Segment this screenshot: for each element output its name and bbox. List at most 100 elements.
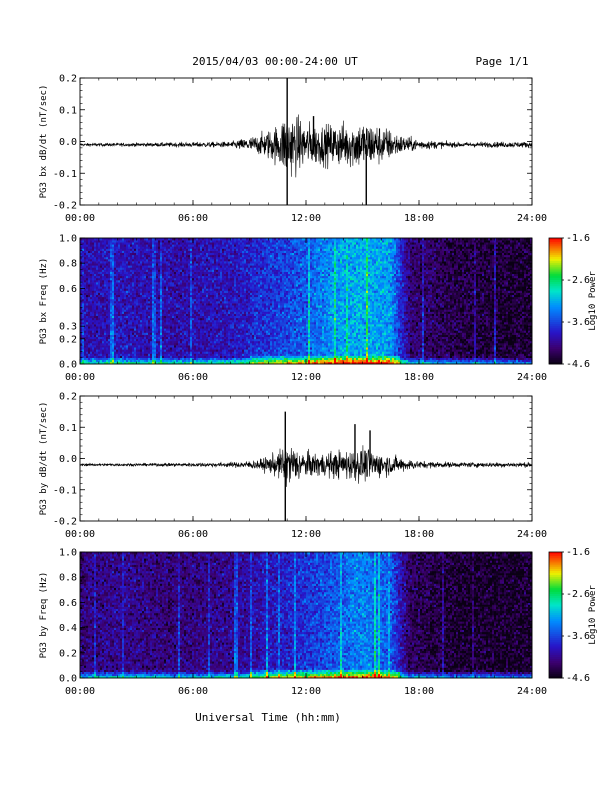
- spectrogram-cell: [104, 314, 106, 316]
- spectrogram-cell: [86, 276, 88, 278]
- spectrogram-cell: [88, 305, 90, 307]
- spectrogram-cell: [94, 240, 96, 242]
- spectrogram-cell: [100, 324, 102, 326]
- spectrogram-cell: [114, 341, 116, 343]
- spectrogram-cell: [104, 316, 106, 318]
- spectrogram-cell: [122, 284, 124, 286]
- spectrogram-cell: [112, 270, 114, 272]
- spectrogram-cell: [106, 358, 108, 360]
- spectrogram-cell: [92, 263, 94, 265]
- spectrogram-cell: [82, 295, 84, 297]
- spectrogram-cell: [106, 249, 108, 251]
- spectrogram-cell: [104, 280, 106, 282]
- spectrogram-cell: [92, 288, 94, 290]
- spectrogram-cell: [90, 278, 92, 280]
- spectrogram-cell: [102, 345, 104, 347]
- spectrogram-cell: [120, 282, 122, 284]
- spectrogram-cell: [94, 301, 96, 303]
- spectrogram-cell: [108, 240, 110, 242]
- spectrogram-cell: [118, 343, 120, 345]
- spectrogram-cell: [116, 322, 118, 324]
- spectrogram-cell: [118, 330, 120, 332]
- spectrogram-cell: [84, 242, 86, 244]
- spectrogram-cell: [114, 255, 116, 257]
- spectrogram-cell: [118, 259, 120, 261]
- spectrogram-cell: [92, 261, 94, 263]
- spectrogram-cell: [124, 360, 126, 362]
- spectrogram-cell: [122, 356, 124, 358]
- spectrogram-cell: [98, 259, 100, 261]
- spectrogram-cell: [102, 316, 104, 318]
- spectrogram-cell: [104, 246, 106, 248]
- spectrogram-cell: [86, 307, 88, 309]
- spectrogram-cell: [102, 347, 104, 349]
- spectrogram-cell: [110, 333, 112, 335]
- spectrogram-cell: [106, 328, 108, 330]
- spectrogram-cell: [82, 282, 84, 284]
- spectrogram-cell: [106, 274, 108, 276]
- spectrogram-cell: [122, 270, 124, 272]
- spectrogram-cell: [114, 293, 116, 295]
- spectrogram-cell: [116, 253, 118, 255]
- spectrogram-cell: [108, 299, 110, 301]
- spectrogram-cell: [90, 286, 92, 288]
- spectrogram-cell: [114, 280, 116, 282]
- spectrogram-cell: [84, 347, 86, 349]
- spectrogram-cell: [92, 299, 94, 301]
- spectrogram-cell: [86, 309, 88, 311]
- spectrogram-cell: [98, 314, 100, 316]
- spectrogram-cell: [104, 270, 106, 272]
- spectrogram-cell: [96, 242, 98, 244]
- spectrogram-cell: [104, 356, 106, 358]
- spectrogram-cell: [108, 314, 110, 316]
- spectrogram-cell: [106, 278, 108, 280]
- spectrogram-cell: [118, 326, 120, 328]
- spectrogram-cell: [112, 324, 114, 326]
- spectrogram-cell: [84, 312, 86, 314]
- spectrogram-cell: [100, 288, 102, 290]
- spectrogram-cell: [116, 274, 118, 276]
- spectrogram-cell: [110, 354, 112, 356]
- spectrogram-cell: [102, 305, 104, 307]
- spectrogram-cell: [112, 276, 114, 278]
- spectrogram-cell: [88, 261, 90, 263]
- spectrogram-cell: [118, 316, 120, 318]
- spectrogram-cell: [108, 286, 110, 288]
- spectrogram-cell: [112, 351, 114, 353]
- spectrogram-cell: [122, 337, 124, 339]
- spectrogram-cell: [92, 301, 94, 303]
- spectrogram-cell: [112, 291, 114, 293]
- spectrogram-cell: [100, 328, 102, 330]
- spectrogram-cell: [120, 270, 122, 272]
- spectrogram-cell: [90, 326, 92, 328]
- spectrogram-cell: [100, 303, 102, 305]
- spectrogram-cell: [92, 309, 94, 311]
- spectrogram-cell: [102, 251, 104, 253]
- spectrogram-cell: [106, 320, 108, 322]
- spectrogram-cell: [118, 324, 120, 326]
- spectrogram-cell: [84, 345, 86, 347]
- spectrogram-cell: [90, 276, 92, 278]
- spectrogram-cell: [90, 263, 92, 265]
- spectrogram-cell: [100, 257, 102, 259]
- spectrogram-cell: [118, 240, 120, 242]
- spectrogram-cell: [86, 326, 88, 328]
- spectrogram-cell: [100, 356, 102, 358]
- spectrogram-cell: [112, 251, 114, 253]
- spectrogram-cell: [86, 337, 88, 339]
- spectrogram-cell: [84, 259, 86, 261]
- spectrogram-cell: [82, 278, 84, 280]
- spectrogram-cell: [116, 314, 118, 316]
- spectrogram-cell: [116, 320, 118, 322]
- spectrogram-cell: [90, 249, 92, 251]
- spectrogram-cell: [108, 324, 110, 326]
- spectrogram-cell: [86, 251, 88, 253]
- spectrogram-cell: [98, 343, 100, 345]
- spectrogram-cell: [112, 288, 114, 290]
- spectrogram-cell: [90, 343, 92, 345]
- spectrogram-cell: [84, 328, 86, 330]
- spectrogram-cell: [108, 270, 110, 272]
- spectrogram-cell: [122, 240, 124, 242]
- spectrogram-cell: [112, 305, 114, 307]
- spectrogram-cell: [114, 295, 116, 297]
